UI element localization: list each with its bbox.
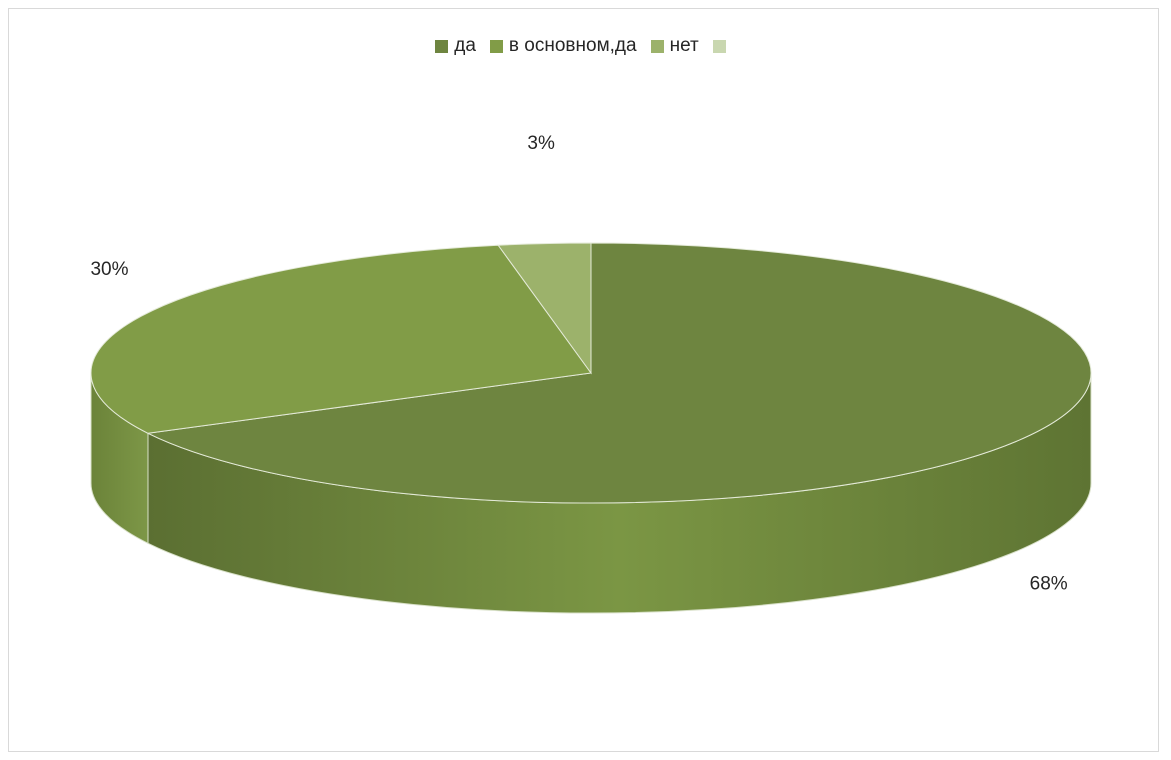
pie-slice	[146, 242, 1092, 504]
pie-slice	[90, 244, 592, 434]
chart-legend: да в основном,да нет	[9, 35, 1158, 57]
legend-label: нет	[669, 35, 699, 56]
legend-swatch	[489, 39, 503, 53]
pie-slice	[497, 242, 592, 375]
data-label: 30%	[90, 259, 128, 280]
legend-item: в основном,да	[489, 35, 637, 57]
legend-swatch	[650, 39, 664, 53]
legend-label: в основном,да	[508, 35, 637, 56]
legend-item: нет	[650, 35, 699, 57]
legend-item: да	[435, 35, 476, 57]
legend-swatch	[712, 39, 726, 53]
data-label: 3%	[527, 133, 555, 154]
legend-swatch	[435, 39, 449, 53]
data-label: 68%	[1030, 574, 1068, 595]
legend-item	[712, 39, 732, 53]
legend-label: да	[454, 35, 476, 56]
